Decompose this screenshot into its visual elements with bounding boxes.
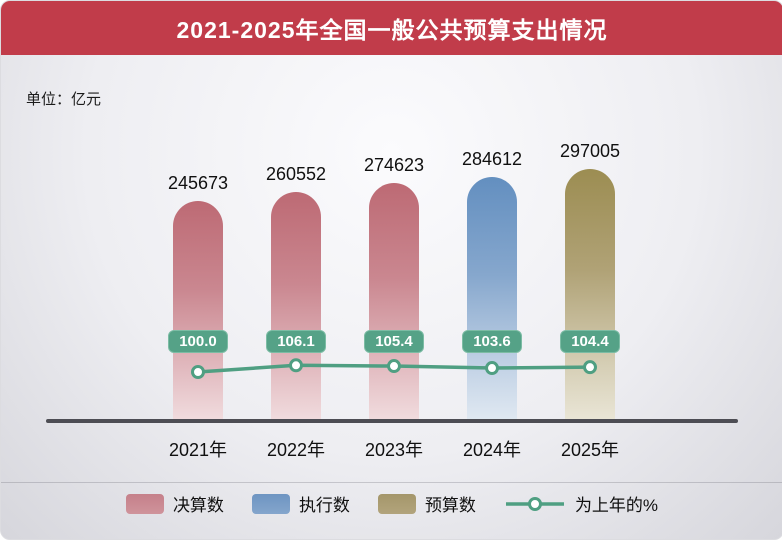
- x-axis-label: 2024年: [462, 440, 522, 460]
- pct-badge: 105.4: [364, 330, 424, 353]
- legend-divider: [1, 482, 782, 483]
- x-axis-label: 2025年: [560, 440, 620, 460]
- bar-value-label: 274623: [363, 155, 425, 175]
- legend-item-execution: 执行数: [251, 491, 350, 516]
- legend-item-budget: 预算数: [377, 491, 476, 516]
- bar-value-label: 260552: [265, 164, 327, 184]
- bar-2021: [173, 201, 223, 422]
- legend-swatch-decision: [125, 493, 164, 514]
- title-bar: 2021-2025年全国一般公共预算支出情况: [1, 1, 782, 55]
- legend-item-trend: 为上年的%: [504, 491, 658, 516]
- x-axis-line: [46, 419, 738, 423]
- pct-badge: 104.4: [560, 330, 620, 353]
- bar-2025: [565, 169, 615, 422]
- legend-item-decision: 决算数: [125, 491, 224, 516]
- x-axis-label: 2021年: [168, 440, 228, 460]
- legend-label: 执行数: [298, 496, 350, 515]
- bar-value-label: 297005: [559, 141, 621, 161]
- bar-2022: [271, 192, 321, 422]
- bar-2024: [467, 177, 517, 422]
- bar-value-label: 245673: [167, 173, 229, 193]
- pct-badge: 100.0: [168, 330, 228, 353]
- legend-label: 预算数: [424, 496, 476, 515]
- legend: 决算数 执行数 预算数 为上年的%: [1, 491, 782, 516]
- page-title: 2021-2025年全国一般公共预算支出情况: [176, 17, 608, 43]
- bar-value-label: 284612: [461, 149, 523, 169]
- legend-label: 为上年的%: [574, 496, 659, 515]
- pct-badge: 106.1: [266, 330, 326, 353]
- pct-badge: 103.6: [462, 330, 522, 353]
- legend-swatch-execution: [251, 493, 290, 514]
- legend-swatch-budget: [377, 493, 416, 514]
- bar-2023: [369, 183, 419, 422]
- legend-label: 决算数: [172, 496, 224, 515]
- x-axis-label: 2023年: [364, 440, 424, 460]
- legend-line-icon: [505, 496, 564, 511]
- x-axis-label: 2022年: [266, 440, 326, 460]
- unit-label: 单位：亿元: [26, 91, 102, 108]
